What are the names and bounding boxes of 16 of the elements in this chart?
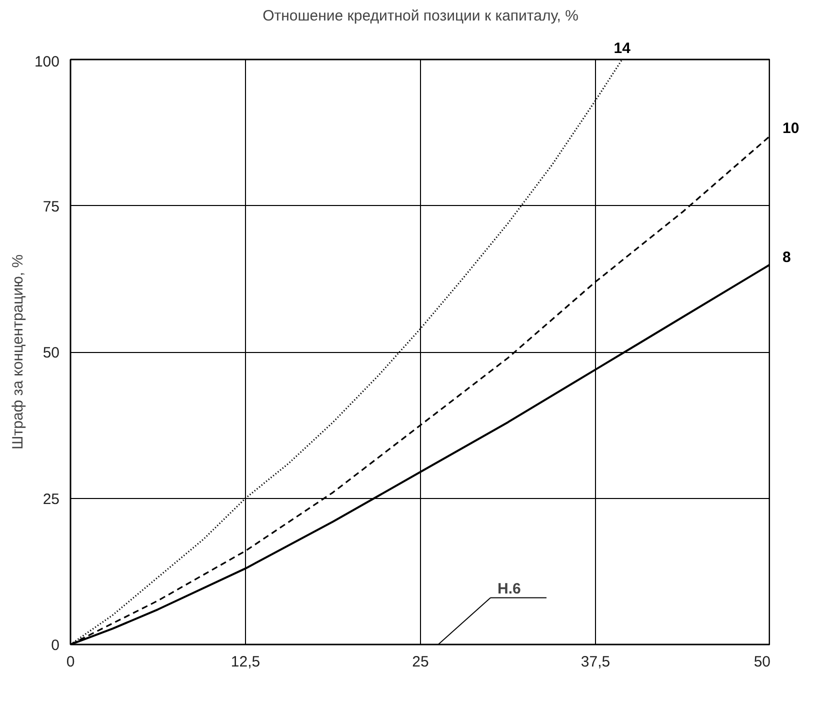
y-tick-label: 50 [42, 344, 60, 362]
series-label: 10 [782, 120, 800, 138]
x-tick-label: 12,5 [230, 654, 260, 670]
annotation: Н.6 [498, 580, 521, 598]
y-axis-title: Штраф за концентрацию, % [9, 254, 26, 450]
series-label: 8 [782, 248, 791, 266]
x-tick-label: 50 [754, 654, 771, 670]
chart-title: Отношение кредитной позиции к капиталу, % [262, 8, 578, 24]
x-tick-label: 0 [66, 654, 75, 670]
x-tick-label: 37,5 [580, 654, 610, 670]
series-label: 14 [614, 40, 632, 57]
y-tick-label: 75 [42, 198, 60, 216]
x-tick-label: 25 [412, 654, 429, 670]
y-tick-label: 0 [51, 637, 60, 654]
y-tick-label: 25 [42, 490, 60, 508]
y-tick-label: 100 [34, 54, 60, 70]
